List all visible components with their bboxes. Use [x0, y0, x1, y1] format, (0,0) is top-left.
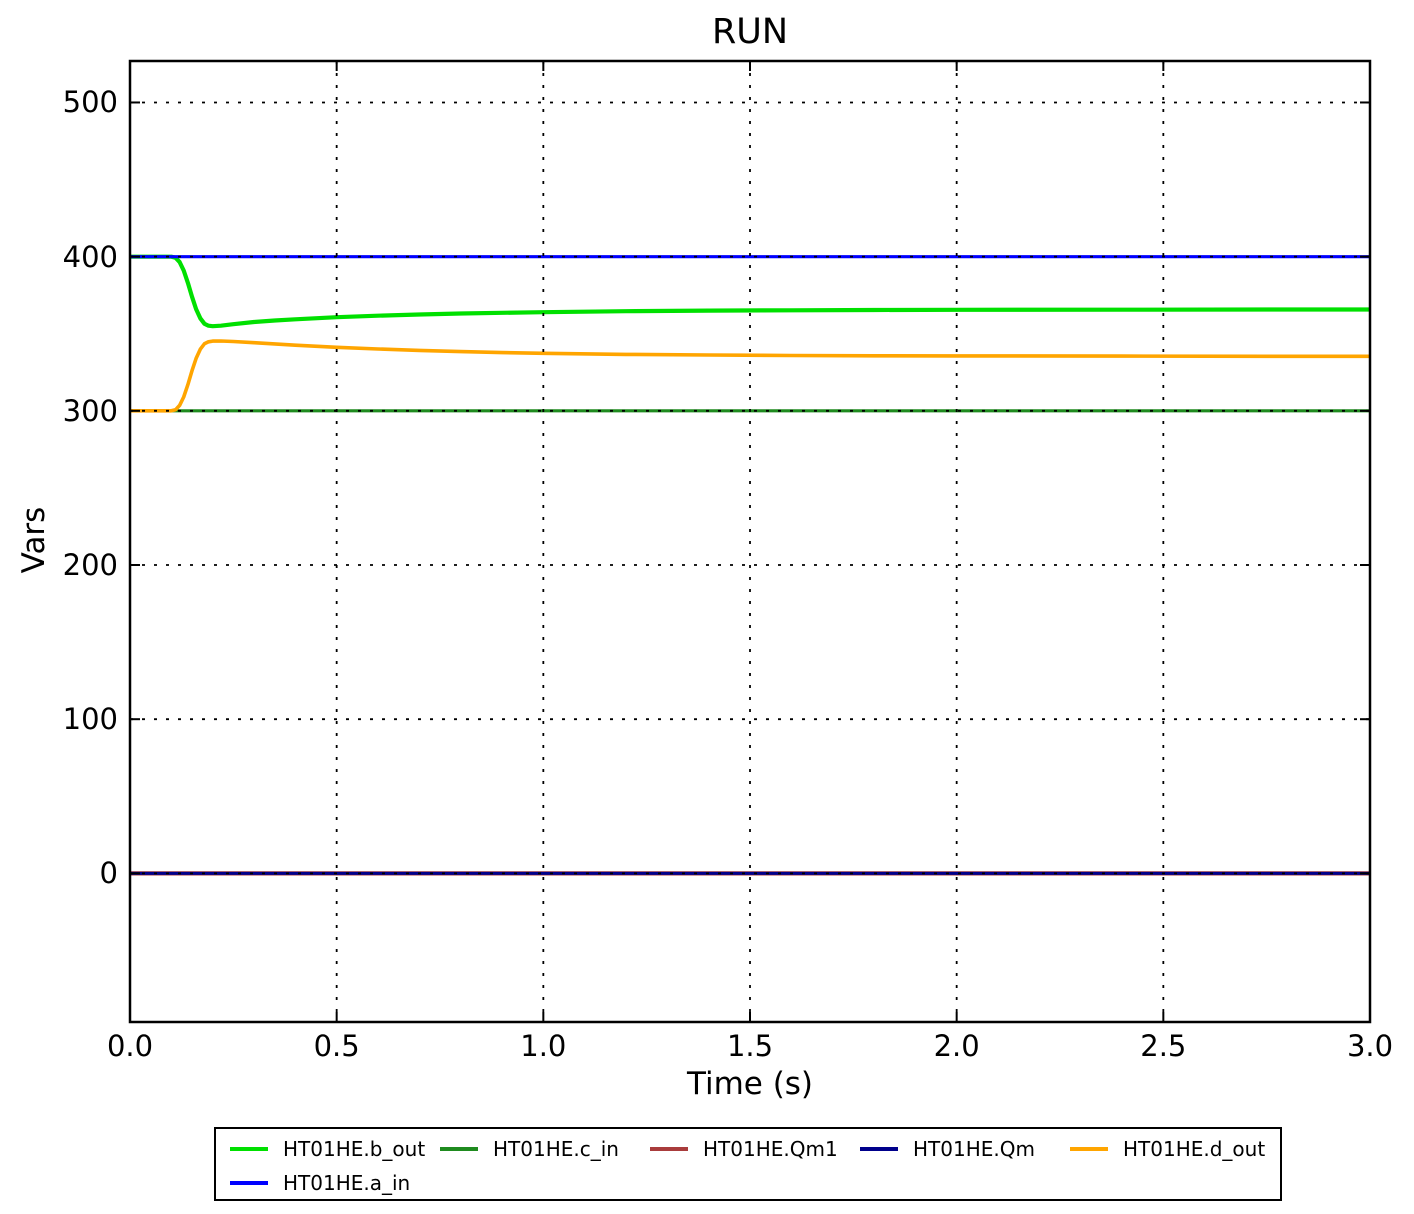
legend-swatch-icon	[230, 1181, 268, 1185]
legend-label: HT01HE.d_out	[1123, 1137, 1266, 1161]
x-tick-label: 2.0	[933, 1029, 980, 1063]
legend-swatch-icon	[230, 1147, 268, 1151]
legend-item: HT01HE.a_in	[230, 1166, 440, 1200]
legend-swatch-icon	[440, 1147, 478, 1151]
legend-swatch-icon	[650, 1147, 688, 1151]
x-tick-label: 2.5	[1140, 1029, 1187, 1063]
legend-items: HT01HE.b_out HT01HE.c_in HT01HE.Qm1 HT01HE.…	[216, 1129, 1280, 1200]
chart-title: RUN	[711, 12, 789, 52]
x-tick-label: 3.0	[1346, 1029, 1394, 1063]
legend-item: HT01HE.d_out	[1070, 1132, 1280, 1166]
x-tick-label: 0.5	[313, 1029, 360, 1063]
legend-swatch-icon	[1070, 1147, 1108, 1151]
y-tick-label: 500	[62, 85, 118, 120]
series-line-HT01HE.d_out	[130, 339, 1370, 413]
series-line-HT01HE.b_out	[130, 254, 1370, 329]
legend-item: HT01HE.c_in	[440, 1132, 650, 1166]
legend-swatch-icon	[860, 1147, 898, 1151]
y-tick-label: 400	[62, 239, 118, 274]
legend-label: HT01HE.Qm	[913, 1137, 1035, 1161]
legend-item: HT01HE.Qm	[860, 1132, 1070, 1166]
legend-item: HT01HE.b_out	[230, 1132, 440, 1166]
legend-label: HT01HE.Qm1	[703, 1137, 838, 1161]
y-tick-label: 300	[62, 393, 118, 428]
y-tick-label: 200	[62, 548, 118, 582]
x-tick-label: 0.0	[106, 1029, 154, 1063]
legend-label: HT01HE.b_out	[283, 1137, 426, 1161]
legend-label: HT01HE.c_in	[493, 1137, 619, 1161]
y-tick-label: 0	[99, 856, 118, 891]
plot-border	[128, 59, 1372, 1024]
legend: HT01HE.b_out HT01HE.c_in HT01HE.Qm1 HT01HE.…	[214, 1127, 1282, 1201]
y-tick-label: 100	[62, 702, 118, 737]
legend-label: HT01HE.a_in	[283, 1171, 411, 1195]
x-axis-label: Time (s)	[686, 1066, 814, 1102]
legend-item: HT01HE.Qm1	[650, 1132, 860, 1166]
x-tick-label: 1.0	[520, 1029, 567, 1063]
x-tick-label: 1.5	[726, 1029, 774, 1063]
